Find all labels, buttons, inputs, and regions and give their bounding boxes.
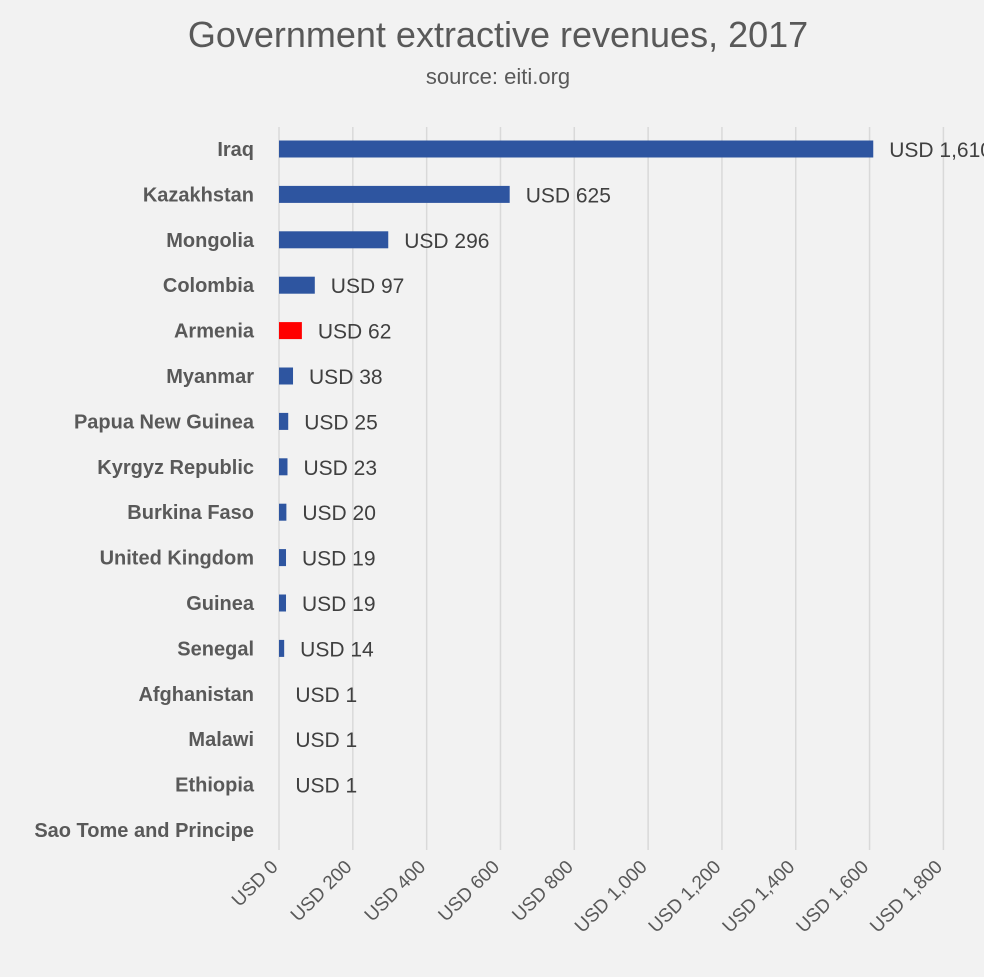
bar [279, 412, 289, 430]
bar [279, 140, 874, 158]
x-tick-label: USD 400 [361, 857, 430, 926]
data-label: USD 62 [318, 321, 392, 344]
bar [279, 185, 510, 203]
data-label: USD 19 [302, 593, 376, 616]
data-label: USD 1 [295, 775, 357, 798]
bar [279, 503, 287, 521]
category-label: Senegal [177, 638, 254, 660]
category-label: Malawi [188, 729, 254, 751]
category-label: Myanmar [166, 366, 254, 388]
data-label: USD 97 [331, 275, 405, 298]
x-tick-label: USD 1,000 [571, 857, 652, 938]
data-label: USD 38 [309, 366, 383, 389]
category-label: Guinea [186, 593, 255, 615]
category-label: Kazakhstan [143, 184, 254, 206]
bar [279, 276, 315, 294]
bar [279, 549, 287, 567]
x-tick-label: USD 800 [508, 857, 577, 926]
category-label: Burkina Faso [127, 502, 254, 524]
x-tick-label: USD 1,800 [866, 857, 947, 938]
bar [279, 639, 285, 657]
data-label: USD 25 [304, 411, 378, 434]
chart-subtitle: source: eiti.org [425, 64, 571, 89]
data-label: USD 1 [295, 684, 357, 707]
category-label: Papua New Guinea [74, 411, 255, 433]
data-label: USD 23 [303, 457, 377, 480]
bar [279, 367, 294, 385]
category-label: Colombia [163, 275, 255, 297]
data-label: USD 14 [300, 638, 374, 661]
x-tick-label: USD 0 [228, 857, 282, 911]
data-label: USD 19 [302, 548, 376, 571]
data-label: USD 1 [295, 729, 357, 752]
x-tick-label: USD 1,200 [645, 857, 726, 938]
category-label: Ethiopia [175, 775, 255, 797]
bar [279, 458, 288, 476]
category-label: Mongolia [166, 230, 255, 252]
data-label: USD 625 [526, 184, 611, 207]
data-label: USD 1,610 [889, 139, 984, 162]
data-label: USD 296 [404, 230, 489, 253]
category-label: Sao Tome and Principe [34, 820, 254, 842]
bar [279, 231, 389, 249]
category-label: United Kingdom [100, 548, 254, 570]
x-tick-label: USD 200 [287, 857, 356, 926]
x-tick-label: USD 1,400 [719, 857, 800, 938]
bar [279, 594, 287, 612]
category-label: Afghanistan [138, 684, 254, 706]
category-label: Kyrgyz Republic [97, 457, 254, 479]
bar [279, 322, 302, 340]
data-label: USD 20 [302, 502, 376, 525]
category-label: Iraq [217, 139, 254, 161]
x-tick-label: USD 600 [435, 857, 504, 926]
category-label: Armenia [174, 321, 255, 343]
x-tick-label: USD 1,600 [793, 857, 874, 938]
chart-title: Government extractive revenues, 2017 [187, 14, 809, 55]
